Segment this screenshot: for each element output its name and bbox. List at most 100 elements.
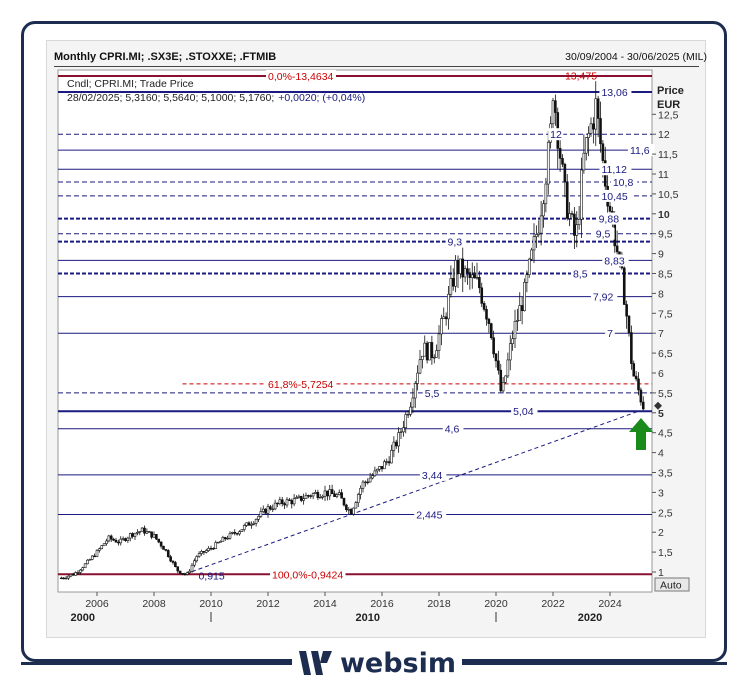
candle-body <box>466 268 469 273</box>
y-tick-label: 12,5 <box>658 109 679 121</box>
fibo-label-bg <box>266 69 336 82</box>
candle-body <box>563 163 567 183</box>
y-tick-label: 2 <box>658 527 664 539</box>
candle-body <box>406 414 410 416</box>
x-major-label: 2020 <box>578 612 602 624</box>
candle-body <box>109 535 113 540</box>
candle-body <box>193 560 196 566</box>
y-tick-label: 8 <box>658 288 664 300</box>
candle-body <box>641 401 645 410</box>
candle-body <box>532 236 536 251</box>
candle-body <box>119 538 123 544</box>
candle-body <box>326 490 329 497</box>
candle-body <box>60 577 63 580</box>
y-tick-label: 10,5 <box>658 189 679 201</box>
up-arrow-icon <box>629 418 653 450</box>
level-label-bg <box>610 175 638 188</box>
candle-body <box>392 441 396 451</box>
chart-title: Monthly CPRI.MI; .SX3E; .STOXXE; .FTMIB <box>54 51 277 63</box>
candle-body <box>188 570 191 574</box>
candle-body <box>88 559 92 561</box>
candle-body <box>615 245 619 253</box>
level-label-bg <box>570 267 592 280</box>
candle-body <box>302 498 305 501</box>
candle-body <box>397 432 400 447</box>
candle-body <box>413 383 417 399</box>
candle-body <box>618 251 621 255</box>
level-label: 8,83 <box>604 255 625 267</box>
level-label: 9,88 <box>599 214 620 226</box>
candle-body <box>67 575 70 579</box>
candle-body <box>98 548 101 551</box>
candle-body <box>330 489 334 495</box>
trendline <box>185 410 639 575</box>
candle-body <box>482 303 486 310</box>
candle-body <box>345 504 348 510</box>
candle-body <box>542 203 545 217</box>
candle-body <box>271 508 275 511</box>
candle-body <box>86 559 89 565</box>
candle-body <box>164 549 168 551</box>
candle-body <box>93 555 96 558</box>
level-label-bg <box>627 144 655 157</box>
y-tick-label: 9,5 <box>658 229 673 241</box>
y-tick-label: 8,5 <box>658 269 673 281</box>
candle-body <box>238 531 241 535</box>
candle-body <box>525 274 529 283</box>
candle-body <box>637 378 640 391</box>
y-tick-label: 11,5 <box>658 149 678 161</box>
candle-body <box>565 181 569 219</box>
candle-body <box>245 522 248 526</box>
low-label: 0,915 <box>198 570 224 582</box>
candle-body <box>64 577 68 580</box>
candle-body <box>568 213 571 219</box>
auto-scale-button[interactable] <box>654 577 690 592</box>
candle-body <box>523 282 526 312</box>
candle-body <box>539 215 543 234</box>
candle-body <box>71 574 75 576</box>
x-tick-label: 2018 <box>427 598 451 610</box>
candle-body <box>105 540 108 544</box>
candle-body <box>278 499 282 504</box>
candle-body <box>489 323 493 339</box>
candle-body <box>133 532 137 537</box>
candle-body <box>290 500 294 505</box>
level-label: 12 <box>550 129 562 141</box>
level-label: 3,44 <box>422 470 443 482</box>
auto-scale-label: Auto <box>660 580 682 592</box>
candle-body <box>373 470 377 477</box>
candle-body <box>159 541 163 547</box>
y-tick-label: 1,5 <box>658 547 673 559</box>
level-label: 10,8 <box>613 177 634 189</box>
x-tick-label: 2024 <box>598 598 622 610</box>
date-range: 30/09/2004 - 30/06/2025 (MIL) <box>565 51 707 63</box>
candle-body <box>273 502 277 510</box>
candle-body <box>228 532 232 539</box>
y-tick-label: 6,5 <box>658 348 673 360</box>
candle-body <box>314 492 317 494</box>
candle-body <box>394 441 398 447</box>
candle-body <box>166 550 170 557</box>
candle-body <box>140 527 144 532</box>
candle-body <box>174 562 177 567</box>
candle-body <box>309 495 313 497</box>
candle-body <box>223 537 227 540</box>
y-tick-label: 3,5 <box>658 468 673 480</box>
candle-body <box>337 492 341 495</box>
level-label-bg <box>590 290 618 303</box>
candle-body <box>280 499 284 504</box>
candle-body <box>121 538 125 540</box>
legend-line1: Cndl; CPRI.MI; Trade Price <box>67 78 194 90</box>
candle-body <box>90 555 94 560</box>
candle-body <box>390 449 393 464</box>
candle-body <box>573 213 576 236</box>
candle-body <box>364 481 367 484</box>
candle-body <box>561 158 564 165</box>
y-tick-label: 6 <box>658 368 664 380</box>
candle-body <box>233 532 237 534</box>
candle-body <box>499 369 503 392</box>
candle-body <box>478 277 481 289</box>
candle-body <box>333 493 336 497</box>
y-tick-label: 2,5 <box>658 507 673 519</box>
candle-body <box>409 406 412 415</box>
